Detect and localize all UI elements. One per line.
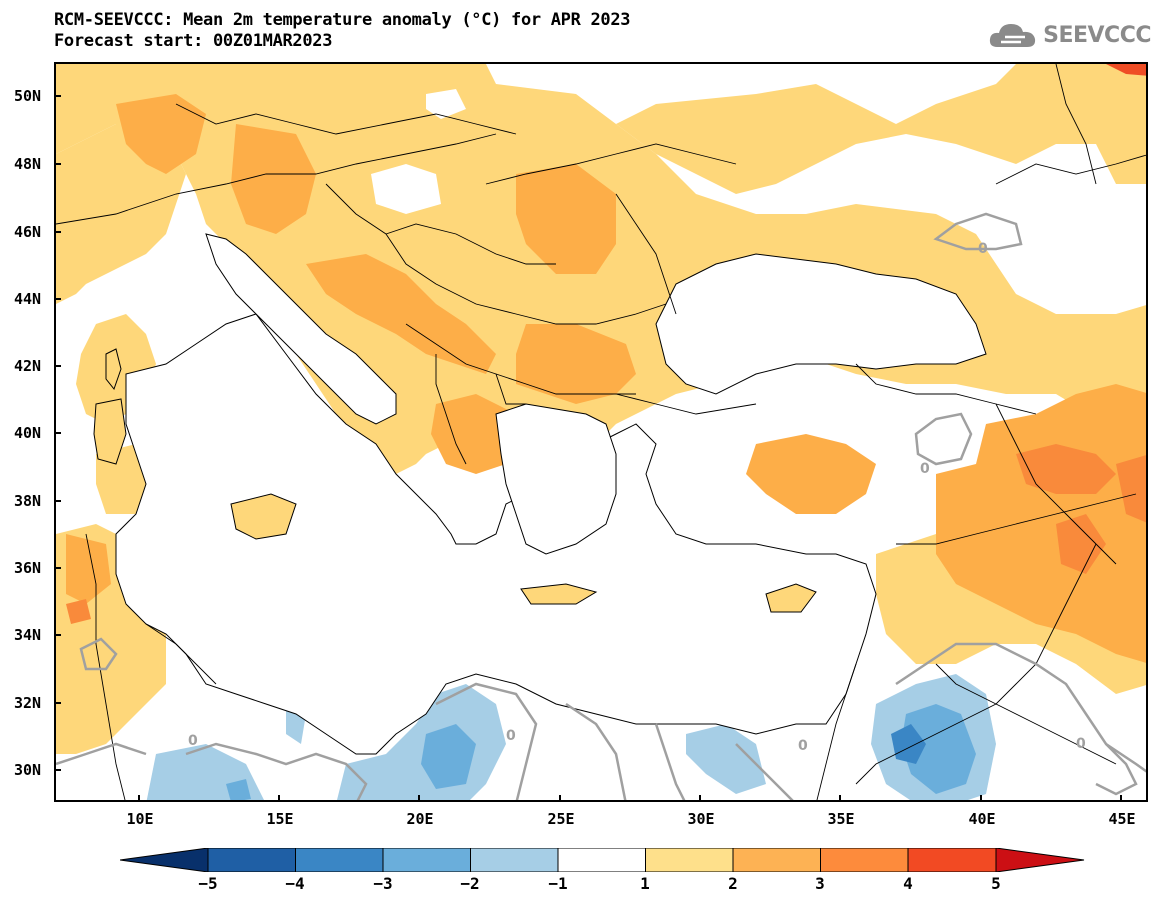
lat-label: 38N: [14, 492, 42, 510]
colorbar-label: −4: [285, 874, 305, 893]
lon-tick: [980, 795, 982, 802]
contour-label: 0: [920, 461, 930, 477]
anomaly-neg-3-4-region: [891, 724, 926, 764]
colorbar-label: −2: [460, 874, 480, 893]
contour-labels: 0 0 0 0 0 0: [188, 241, 1086, 754]
corsica: [105, 348, 122, 391]
cyprus: [765, 583, 817, 613]
lat-tick: [54, 95, 61, 97]
title-line-1: RCM-SEEVCCC: Mean 2m temperature anomaly…: [54, 10, 631, 30]
lon-tick: [839, 795, 841, 802]
lon-label: 35E: [827, 810, 855, 828]
anomaly-3-4-region: [66, 444, 1146, 624]
colorbar-segment: [732, 847, 821, 873]
lat-tick: [54, 432, 61, 434]
lon-tick: [418, 795, 420, 802]
colorbar-label: 4: [903, 874, 913, 893]
lon-label: 25E: [547, 810, 575, 828]
colorbar-segment: [820, 847, 909, 873]
adriatic-sea: [205, 233, 397, 425]
lon-label: 20E: [406, 810, 434, 828]
crete: [520, 583, 598, 605]
lon-tick: [138, 795, 140, 802]
map-title: RCM-SEEVCCC: Mean 2m temperature anomaly…: [54, 10, 631, 52]
lon-label: 40E: [968, 810, 996, 828]
anomaly-4-5-region: [1106, 64, 1146, 76]
contour-label: 0: [978, 241, 988, 257]
mediterranean-sea: [115, 313, 877, 755]
colorbar-segment: [295, 847, 384, 873]
colorbar: [119, 847, 1090, 876]
lat-tick: [54, 702, 61, 704]
lat-label: 48N: [14, 155, 42, 173]
lat-label: 30N: [14, 761, 42, 779]
lat-tick: [54, 231, 61, 233]
lat-tick: [54, 365, 61, 367]
lat-label: 44N: [14, 290, 42, 308]
colorbar-label: 3: [815, 874, 825, 893]
anomaly-neg-2-3-region: [226, 704, 976, 800]
colorbar-label: 1: [640, 874, 650, 893]
seevccc-logo: SEEVCCC: [987, 20, 1151, 50]
lat-label: 50N: [14, 87, 42, 105]
title-line-2: Forecast start: 00Z01MAR2023: [54, 31, 333, 51]
aegean-sea: [495, 403, 617, 555]
contour-label: 0: [798, 738, 808, 754]
lon-tick: [699, 795, 701, 802]
lon-tick: [559, 795, 561, 802]
colorbar-segment: [645, 847, 734, 873]
lat-tick: [54, 567, 61, 569]
colorbar-svg: [119, 847, 1085, 873]
colorbar-label: −1: [548, 874, 568, 893]
lat-tick: [54, 298, 61, 300]
colorbar-arrow-low: [119, 847, 209, 873]
logo-text: SEEVCCC: [1043, 22, 1151, 48]
colorbar-segment: [557, 847, 646, 873]
zero-contours: [56, 212, 1146, 800]
sardinia: [93, 398, 127, 465]
lat-label: 32N: [14, 694, 42, 712]
country-borders: [56, 64, 1146, 800]
lat-tick: [54, 634, 61, 636]
seas: [115, 233, 987, 755]
colorbar-label: 2: [728, 874, 738, 893]
colorbar-label: −5: [198, 874, 218, 893]
lon-label: 30E: [687, 810, 715, 828]
black-sea: [655, 253, 987, 395]
colorbar-label: −3: [373, 874, 393, 893]
lon-label: 15E: [266, 810, 294, 828]
lon-label: 45E: [1108, 810, 1136, 828]
islands: [93, 348, 817, 613]
lat-tick: [54, 769, 61, 771]
sicily: [230, 493, 297, 540]
colorbar-segment: [907, 847, 997, 873]
lon-label: 10E: [126, 810, 154, 828]
lat-label: 40N: [14, 424, 42, 442]
lat-tick: [54, 163, 61, 165]
lon-tick: [278, 795, 280, 802]
lat-label: 42N: [14, 357, 42, 375]
lon-tick: [1120, 795, 1122, 802]
lat-label: 34N: [14, 626, 42, 644]
contour-label: 0: [1076, 736, 1086, 752]
colorbar-arrow-high: [995, 847, 1085, 873]
colorbar-label: 5: [991, 874, 1001, 893]
contour-label: 0: [188, 733, 198, 749]
lat-tick: [54, 500, 61, 502]
cloud-icon: [990, 24, 1036, 47]
contour-label: 0: [506, 728, 516, 744]
anomaly-map: 0 0 0 0 0 0: [54, 62, 1148, 802]
lat-label: 46N: [14, 223, 42, 241]
colorbar-segment: [207, 847, 296, 873]
map-canvas: 0 0 0 0 0 0: [56, 64, 1146, 800]
colorbar-segment: [382, 847, 471, 873]
lat-label: 36N: [14, 559, 42, 577]
colorbar-segment: [470, 847, 559, 873]
